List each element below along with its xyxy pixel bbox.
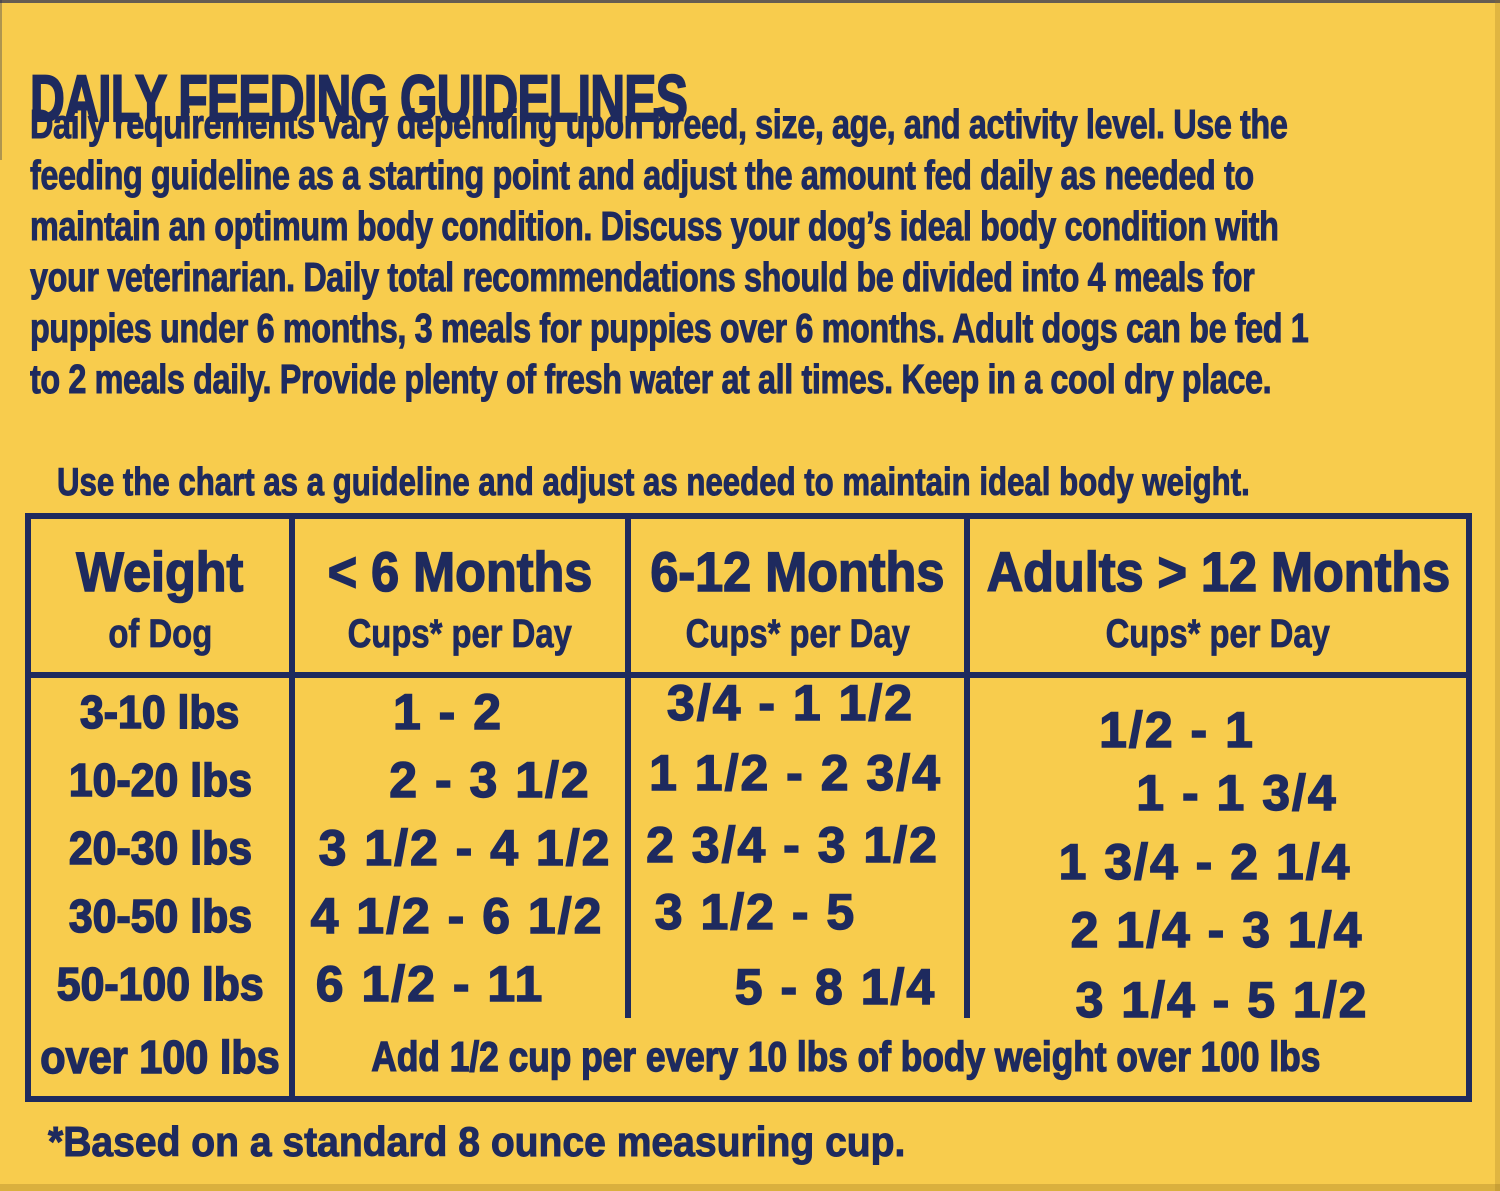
table-row-4-weight: 30-50 lbs	[31, 882, 295, 950]
intro-line: feeding guideline as a starting point an…	[30, 152, 1255, 199]
page-title: DAILY FEEDING GUIDELINES	[29, 60, 688, 136]
cups-value: 2 - 3 1/2	[389, 751, 591, 808]
footer-note-cell: Add 1/2 cup per every 10 lbs of body wei…	[295, 1018, 1466, 1096]
table-row-3-adult: 1 3/4 - 2 1/4	[970, 814, 1466, 890]
table-body: 3-10 lbs 1 - 2 3/4 - 1 1/2 1/2 - 1 10-20…	[31, 674, 1466, 1028]
table-row-4-6to12: 3 1/2 - 5	[631, 882, 970, 950]
table-row-4-adult: 2 1/4 - 3 1/4	[970, 882, 1466, 958]
table-row-2-adult: 1 - 1 3/4	[970, 746, 1466, 821]
table-row-5-adult: 3 1/4 - 5 1/2	[970, 950, 1466, 1028]
intro-line: your veterinarian. Daily total recommend…	[30, 254, 1256, 301]
photo-edge-left	[0, 0, 2, 160]
table-row-5-weight: 50-100 lbs	[31, 950, 295, 1018]
header-adults: Adults > 12 Months Cups* per Day	[970, 519, 1466, 672]
chart-usage-note: Use the chart as a guideline and adjust …	[57, 461, 1251, 505]
table-row-1-6to12: 3/4 - 1 1/2	[631, 674, 970, 746]
cups-value: 3 1/2 - 5	[654, 883, 857, 940]
header-under-6-months-sublabel: Cups* per Day	[347, 611, 573, 656]
weight-value: 3-10 lbs	[80, 685, 241, 739]
intro-line: maintain an optimum body condition. Disc…	[30, 203, 1280, 250]
table-row-1-adult: 1/2 - 1	[970, 678, 1466, 758]
cups-value: 1 - 2	[392, 683, 504, 740]
table-row-2-weight: 10-20 lbs	[31, 746, 295, 814]
table-row-2-under6: 2 - 3 1/2	[295, 746, 631, 814]
table-row-4-under6: 4 1/2 - 6 1/2	[295, 882, 631, 950]
header-under-6-months: < 6 Months Cups* per Day	[295, 519, 631, 672]
cups-value: 5 - 8 1/4	[734, 958, 937, 1015]
weight-value: 10-20 lbs	[68, 753, 253, 807]
measuring-cup-footnote: *Based on a standard 8 ounce measuring c…	[48, 1118, 906, 1166]
table-row-3-under6: 3 1/2 - 4 1/2	[295, 814, 631, 882]
intro-paragraph: Daily requirements vary depending upon b…	[30, 99, 1500, 405]
header-weight-label: Weight	[76, 539, 244, 604]
table-row-1-under6: 1 - 2	[295, 678, 631, 746]
table-header-row: Weight of Dog < 6 Months Cups* per Day 6…	[31, 519, 1466, 678]
weight-value: over 100 lbs	[40, 1030, 281, 1084]
weight-value: 20-30 lbs	[68, 821, 253, 875]
header-6-12-months: 6-12 Months Cups* per Day	[631, 519, 970, 672]
header-6-12-months-sublabel: Cups* per Day	[685, 611, 910, 656]
table-row-1-weight: 3-10 lbs	[31, 678, 295, 746]
header-under-6-months-label: < 6 Months	[327, 539, 593, 604]
photo-edge-bottom	[0, 1184, 1500, 1191]
header-weight: Weight of Dog	[31, 519, 295, 672]
photo-edge-top	[0, 0, 1500, 3]
table-row-5-under6: 6 1/2 - 11	[295, 950, 631, 1018]
header-adults-label: Adults > 12 Months	[986, 539, 1451, 604]
cups-value: 1 1/2 - 2 3/4	[648, 744, 942, 801]
over-100-lbs-note: Add 1/2 cup per every 10 lbs of body wei…	[370, 1032, 1320, 1080]
table-footer-row: over 100 lbs Add 1/2 cup per every 10 lb…	[31, 1018, 1466, 1096]
intro-line: to 2 meals daily. Provide plenty of fres…	[30, 356, 1272, 403]
cups-value: 3 1/2 - 4 1/2	[318, 819, 612, 876]
weight-value: 50-100 lbs	[56, 957, 264, 1011]
header-weight-sublabel: of Dog	[108, 611, 212, 656]
header-6-12-months-label: 6-12 Months	[650, 539, 945, 604]
weight-value: 30-50 lbs	[68, 889, 253, 943]
header-adults-sublabel: Cups* per Day	[1105, 611, 1331, 656]
table-row-3-weight: 20-30 lbs	[31, 814, 295, 882]
cups-value: 3 1/4 - 5 1/2	[1075, 971, 1369, 1028]
feeding-table: Weight of Dog < 6 Months Cups* per Day 6…	[25, 513, 1472, 1102]
intro-line: Daily requirements vary depending upon b…	[30, 101, 1289, 148]
cups-value: 1 3/4 - 2 1/4	[1058, 833, 1352, 890]
cups-value: 1 - 1 3/4	[1136, 764, 1338, 821]
cups-value: 1/2 - 1	[1098, 701, 1255, 758]
intro-line: puppies under 6 months, 3 meals for pupp…	[30, 305, 1310, 352]
cups-value: 3/4 - 1 1/2	[666, 674, 915, 731]
cups-value: 2 1/4 - 3 1/4	[1070, 901, 1364, 958]
cups-value: 2 3/4 - 3 1/2	[645, 816, 939, 873]
cups-value: 6 1/2 - 11	[315, 955, 545, 1012]
table-row-2-6to12: 1 1/2 - 2 3/4	[631, 744, 970, 814]
cups-value: 4 1/2 - 6 1/2	[310, 887, 604, 944]
footer-weight-cell: over 100 lbs	[31, 1018, 295, 1096]
table-row-5-6to12: 5 - 8 1/4	[631, 950, 970, 1018]
table-row-3-6to12: 2 3/4 - 3 1/2	[631, 814, 970, 882]
